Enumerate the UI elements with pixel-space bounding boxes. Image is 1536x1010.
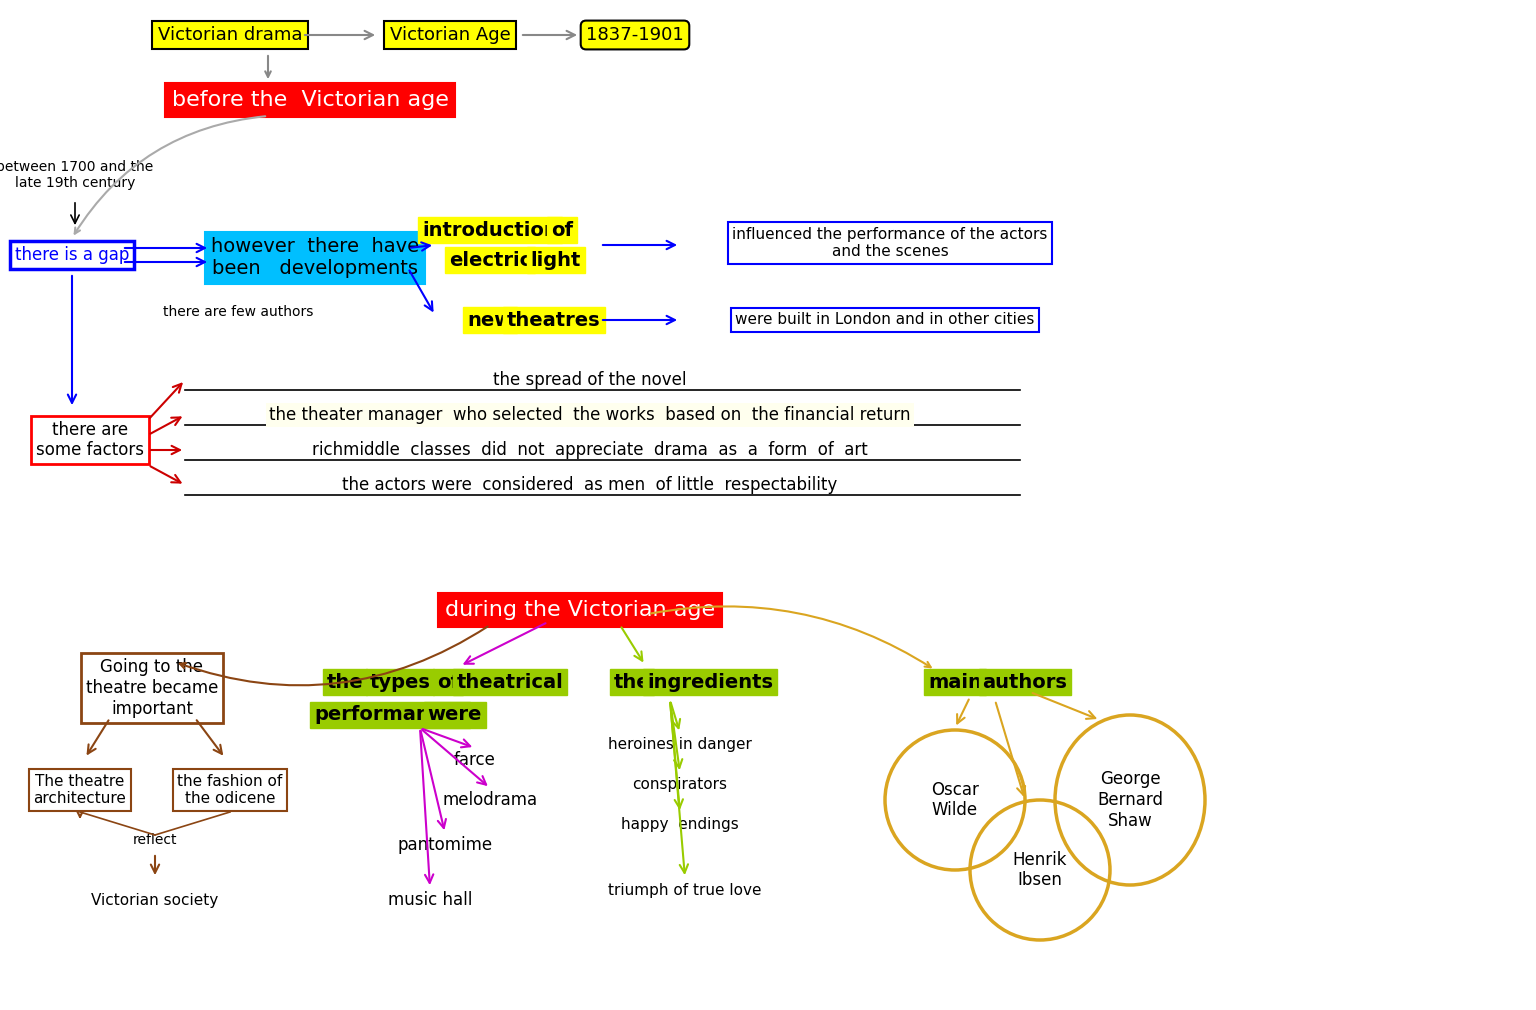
Text: of: of: [438, 673, 459, 692]
Text: pantomime: pantomime: [398, 836, 493, 854]
Text: melodrama: melodrama: [442, 791, 538, 809]
Text: farce: farce: [455, 751, 496, 769]
Text: during the Victorian age: during the Victorian age: [445, 600, 716, 620]
Text: however  there  have
been   developments: however there have been developments: [210, 237, 419, 279]
Text: triumph of true love: triumph of true love: [608, 883, 762, 898]
Text: The theatre
architecture: The theatre architecture: [34, 774, 126, 806]
Text: Oscar
Wilde: Oscar Wilde: [931, 781, 978, 819]
Text: conspirators: conspirators: [633, 778, 728, 793]
Text: types: types: [370, 673, 430, 692]
Text: reflect: reflect: [132, 833, 177, 847]
Text: between 1700 and the
late 19th century: between 1700 and the late 19th century: [0, 160, 154, 190]
Text: George
Bernard
Shaw: George Bernard Shaw: [1097, 771, 1163, 830]
Text: ingredients: ingredients: [647, 673, 773, 692]
Text: theatrical: theatrical: [456, 673, 564, 692]
Text: Victorian society: Victorian society: [91, 893, 218, 908]
Text: the theater manager  who selected  the works  based on  the financial return: the theater manager who selected the wor…: [269, 406, 911, 424]
Text: heroines in danger: heroines in danger: [608, 737, 753, 752]
Text: before the  Victorian age: before the Victorian age: [172, 90, 449, 110]
Text: main: main: [928, 673, 982, 692]
Text: authors: authors: [983, 673, 1068, 692]
Text: happy  endings: happy endings: [621, 817, 739, 832]
Text: light: light: [531, 250, 581, 270]
Text: there are
some factors: there are some factors: [35, 420, 144, 460]
Text: there are few authors: there are few authors: [163, 305, 313, 319]
Text: electric: electric: [449, 250, 531, 270]
Text: the actors were  considered  as men  of little  respectability: the actors were considered as men of lit…: [343, 476, 837, 494]
Text: the: the: [327, 673, 364, 692]
Text: Going to the
theatre: Going to the theatre: [100, 669, 203, 707]
Text: richmiddle  classes  did  not  appreciate  drama  as  a  form  of  art: richmiddle classes did not appreciate dr…: [312, 441, 868, 459]
Text: Henrik
Ibsen: Henrik Ibsen: [1012, 850, 1068, 890]
Text: the: the: [614, 673, 650, 692]
Text: there is a gap: there is a gap: [15, 246, 129, 264]
Text: music hall: music hall: [387, 891, 472, 909]
Text: of: of: [551, 220, 573, 239]
Text: theatres: theatres: [507, 310, 601, 329]
Text: Victorian drama: Victorian drama: [158, 26, 303, 44]
Text: were: were: [429, 706, 482, 724]
Text: introduction: introduction: [422, 220, 558, 239]
Text: the fashion of
the odicene: the fashion of the odicene: [177, 774, 283, 806]
Text: performances: performances: [313, 706, 465, 724]
Text: new: new: [467, 310, 513, 329]
Text: Going to the
theatre became
important: Going to the theatre became important: [86, 659, 218, 718]
Text: influenced the performance of the actors
and the scenes: influenced the performance of the actors…: [733, 227, 1048, 260]
Text: Victorian Age: Victorian Age: [390, 26, 510, 44]
Text: the spread of the novel: the spread of the novel: [493, 371, 687, 389]
Text: were built in London and in other cities: were built in London and in other cities: [736, 312, 1035, 327]
Text: 1837-1901: 1837-1901: [587, 26, 684, 44]
